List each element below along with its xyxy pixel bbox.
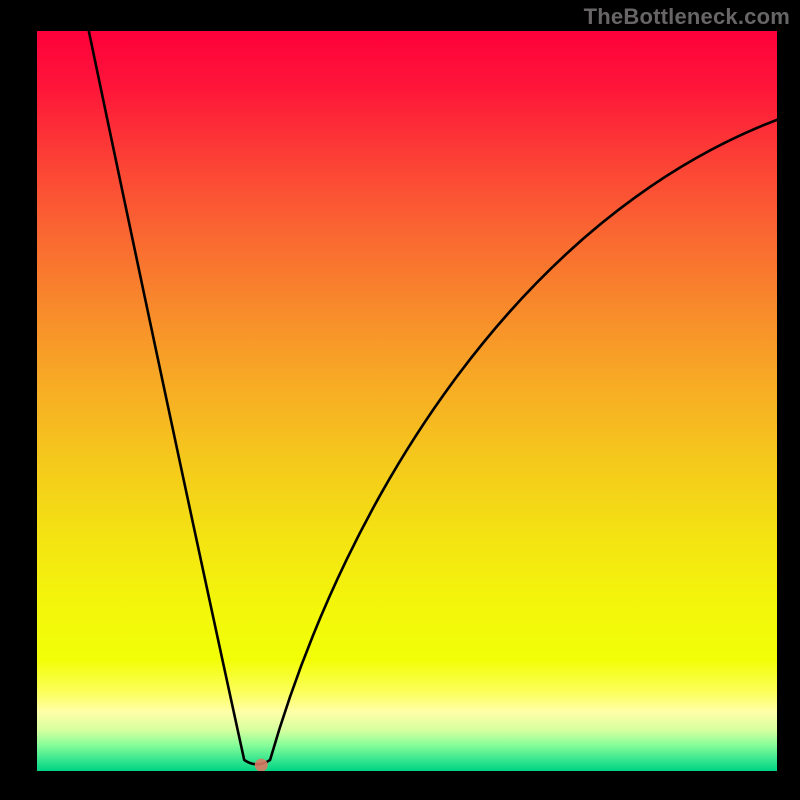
chart-frame: TheBottleneck.com (0, 0, 800, 800)
chart-svg (37, 31, 777, 771)
optimum-marker (255, 759, 268, 771)
plot-area (37, 31, 777, 771)
watermark-text: TheBottleneck.com (584, 4, 790, 30)
gradient-background (37, 31, 777, 771)
